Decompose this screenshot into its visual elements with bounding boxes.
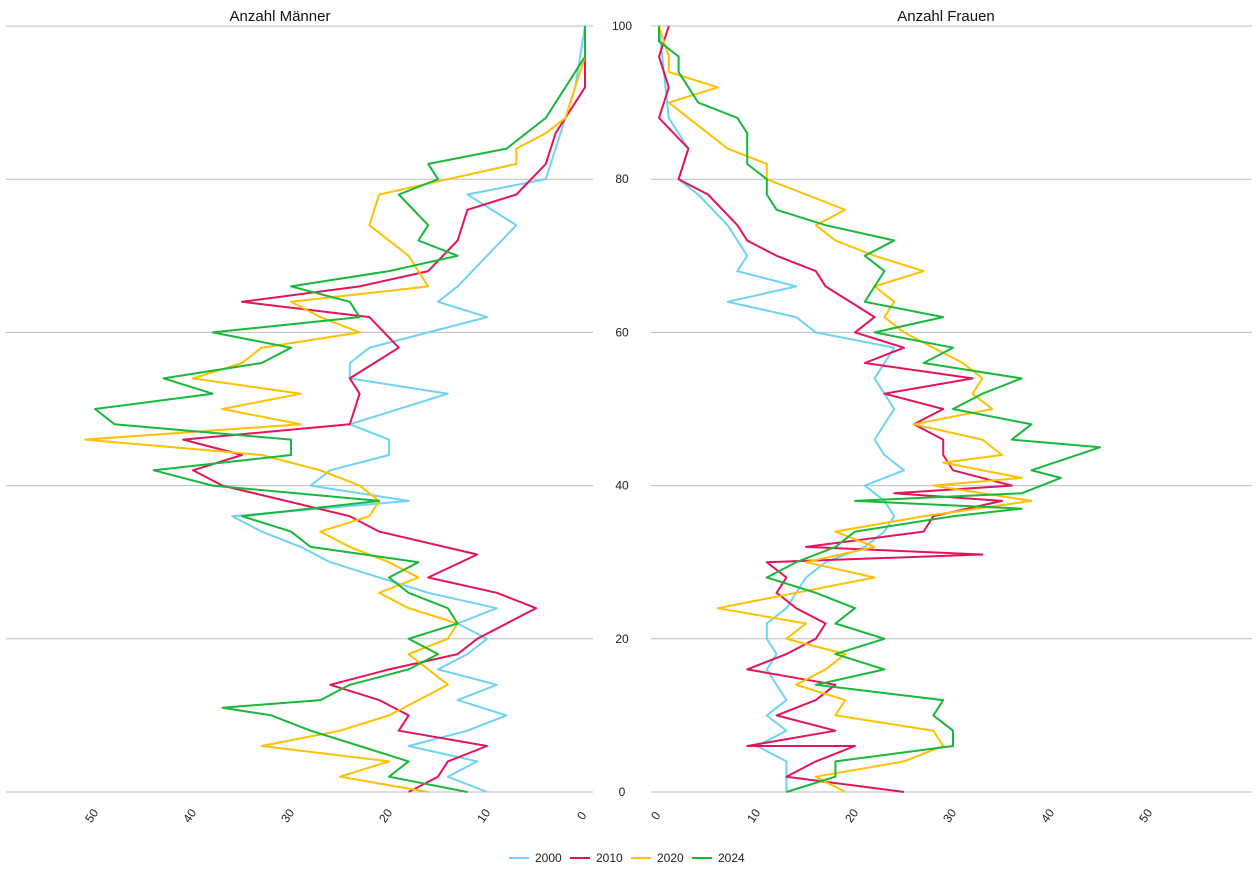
gridlines <box>6 25 1252 793</box>
x-axis-ticks: 50 40 30 20 10 0 0 10 20 30 40 50 <box>82 806 1155 825</box>
y-tick-label: 60 <box>615 325 629 339</box>
legend-label-2024: 2024 <box>718 851 745 865</box>
x-tick-label-men: 30 <box>278 806 297 825</box>
x-tick-label-men: 40 <box>180 806 199 825</box>
x-tick-label-women: 50 <box>1136 806 1155 825</box>
panel-titles: Anzahl Männer Anzahl Frauen <box>230 8 995 25</box>
x-tick-label-men: 50 <box>82 806 101 825</box>
x-tick-label-women: 0 <box>648 809 663 823</box>
y-tick-label: 100 <box>612 19 632 33</box>
y-tick-label: 80 <box>615 172 629 186</box>
x-tick-label-women: 10 <box>744 806 763 825</box>
legend-label-2010: 2010 <box>596 851 623 865</box>
x-tick-label-women: 20 <box>842 806 861 825</box>
series-line-men-2010 <box>182 26 586 793</box>
x-tick-label-men: 10 <box>474 806 493 825</box>
x-tick-label-women: 30 <box>940 806 959 825</box>
series-line-women-2020 <box>658 25 1033 793</box>
legend-label-2020: 2020 <box>657 851 684 865</box>
series-line-women-2010 <box>658 25 1013 793</box>
series-line-women-2024 <box>658 26 1101 793</box>
legend-label-2000: 2000 <box>535 851 562 865</box>
y-tick-label: 40 <box>615 479 629 493</box>
x-tick-label-women: 40 <box>1038 806 1057 825</box>
panel-title-women: Anzahl Frauen <box>897 8 995 25</box>
series-line-men-2000 <box>231 25 586 793</box>
series-lines <box>84 25 1101 793</box>
series-line-men-2024 <box>94 26 586 793</box>
series-line-women-2000 <box>658 25 905 792</box>
panel-title-men: Anzahl Männer <box>230 8 331 25</box>
x-tick-label-men: 20 <box>376 806 395 825</box>
x-tick-label-men: 0 <box>574 809 589 823</box>
legend: 2000 2010 2020 2024 <box>509 851 745 865</box>
y-tick-label: 20 <box>615 632 629 646</box>
y-tick-label: 0 <box>619 785 626 799</box>
y-axis-ticks: 0 20 40 60 80 100 <box>612 19 632 799</box>
series-line-men-2020 <box>84 26 586 793</box>
